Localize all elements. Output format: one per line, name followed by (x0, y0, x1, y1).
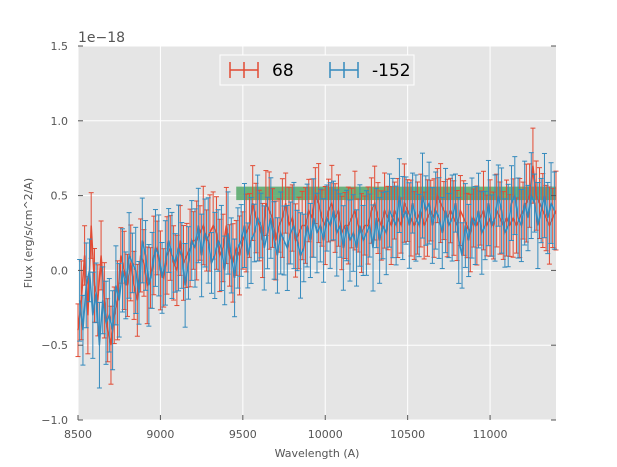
y-axis-label: Flux (erg/s/cm^2/A) (22, 178, 35, 288)
axis-ticks: 8500 9000 9500 10000 10500 11000 −1.0 −0.5 0.0 0.… (41, 40, 556, 441)
y-tick-label: −1.0 (41, 414, 68, 427)
y-tick-label: −0.5 (41, 339, 68, 352)
series-layer (75, 127, 559, 389)
y-tick-label: 0.5 (51, 190, 69, 203)
y-tick-label: 1.5 (51, 40, 69, 53)
x-tick-label: 9000 (146, 428, 174, 441)
y-tick-label: 1.0 (51, 115, 69, 128)
series-2 (77, 152, 557, 389)
x-tick-label: 8500 (64, 428, 92, 441)
x-tick-label: 10500 (390, 428, 425, 441)
x-tick-label: 10000 (308, 428, 343, 441)
y-tick-label: 0.0 (51, 264, 69, 277)
legend-label: -152 (372, 61, 411, 81)
x-tick-label: 11000 (473, 428, 508, 441)
x-tick-label: 9500 (229, 428, 257, 441)
y-offset-label: 1e−18 (78, 30, 125, 46)
x-axis-label: Wavelength (A) (275, 447, 360, 460)
legend: 68 -152 (219, 54, 415, 86)
series-line (78, 192, 556, 346)
legend-label: 68 (272, 61, 294, 81)
